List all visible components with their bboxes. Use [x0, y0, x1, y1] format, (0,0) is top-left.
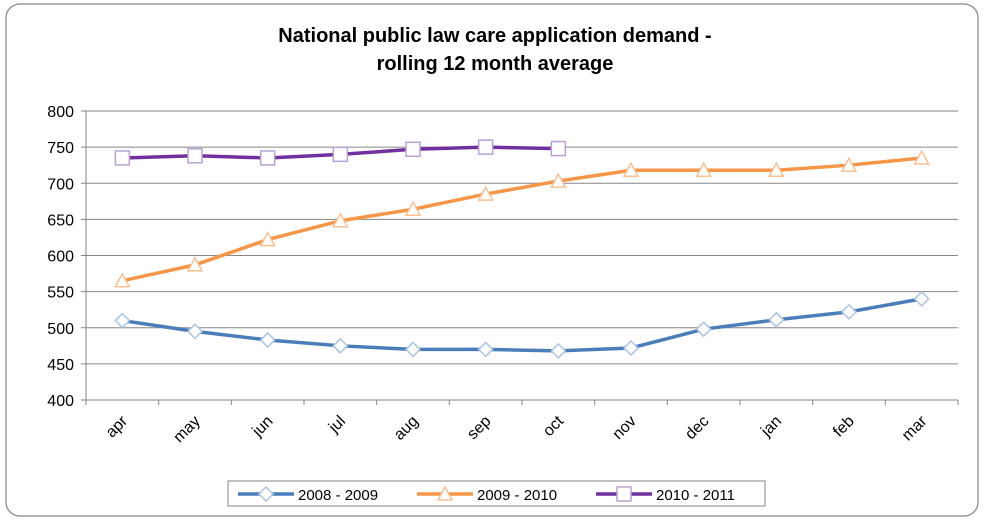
- marker: [622, 161, 640, 177]
- marker: [332, 146, 349, 163]
- marker: [477, 139, 494, 155]
- marker: [550, 172, 567, 188]
- y-tick-label: 700: [47, 176, 74, 193]
- marker: [187, 148, 203, 164]
- marker: [616, 486, 632, 502]
- legend-label: 2008 - 2009: [298, 487, 378, 504]
- marker: [840, 303, 858, 320]
- marker: [332, 212, 349, 228]
- marker: [695, 321, 712, 338]
- y-tick-label: 550: [47, 285, 74, 302]
- marker: [695, 161, 712, 177]
- marker: [550, 140, 567, 157]
- marker: [913, 290, 930, 307]
- marker: [768, 161, 785, 177]
- legend: 2008 - 2009 2009 - 2010 2010 - 2011: [227, 480, 766, 507]
- marker: [550, 342, 567, 359]
- marker: [405, 141, 421, 158]
- marker: [622, 339, 640, 357]
- y-tick-label: 400: [47, 393, 74, 410]
- marker: [332, 337, 349, 354]
- y-tick-label: 800: [47, 104, 74, 121]
- y-tick-label: 450: [47, 357, 74, 374]
- legend-label: 2009 - 2010: [477, 487, 557, 504]
- y-tick-label: 650: [47, 212, 74, 229]
- marker: [259, 231, 276, 247]
- marker: [114, 150, 131, 166]
- marker: [404, 200, 422, 217]
- marker: [259, 150, 276, 166]
- marker: [477, 185, 494, 201]
- marker: [259, 331, 276, 349]
- chart-title: National public law care application dem…: [278, 25, 711, 47]
- marker: [114, 312, 131, 329]
- marker: [840, 156, 858, 172]
- chart-border: [5, 3, 979, 517]
- y-tick-label: 600: [47, 249, 74, 266]
- series-line: [121, 156, 922, 283]
- marker: [404, 341, 422, 358]
- y-tick-label: 750: [47, 140, 74, 157]
- marker: [913, 149, 930, 165]
- marker: [257, 485, 275, 503]
- legend-box: [227, 480, 766, 507]
- chart-title: rolling 12 month average: [377, 53, 614, 75]
- series-line: [122, 297, 922, 353]
- marker: [114, 272, 131, 288]
- legend-label: 2010 - 2011: [656, 487, 735, 504]
- marker: [436, 485, 454, 501]
- marker: [186, 323, 204, 340]
- marker: [477, 341, 494, 358]
- marker: [186, 256, 204, 272]
- marker: [768, 311, 785, 328]
- y-tick-label: 500: [47, 321, 74, 338]
